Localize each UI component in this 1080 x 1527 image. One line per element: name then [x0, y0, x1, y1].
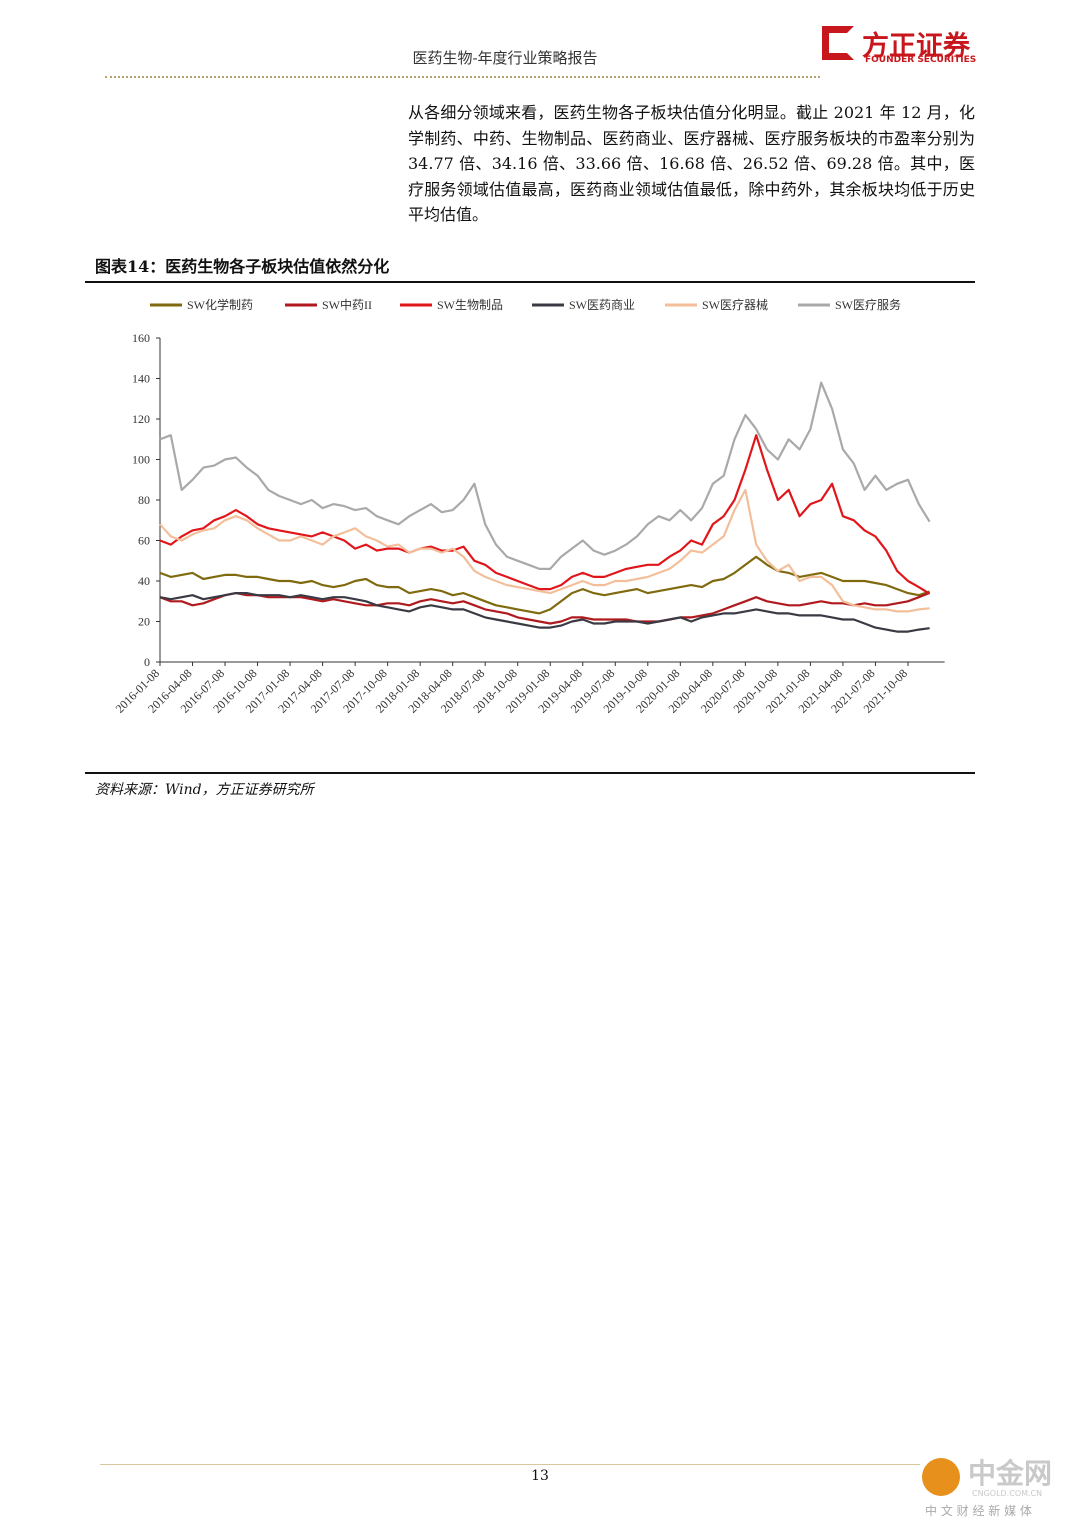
y-tick-label: 20 [138, 615, 150, 629]
legend-label: SW医疗服务 [835, 297, 901, 312]
legend-label: SW化学制药 [187, 297, 253, 312]
legend-label: SW医药商业 [569, 297, 635, 312]
series-line [159, 488, 930, 613]
y-tick-label: 160 [132, 331, 150, 345]
y-tick-label: 140 [132, 372, 150, 386]
y-tick-label: 100 [132, 453, 150, 467]
footer-rule [100, 1464, 920, 1465]
series-line [159, 555, 930, 615]
source: 资料来源：Wind，方正证券研究所 [95, 782, 314, 798]
figure-caption: 图表14：医药生物各子板块估值依然分化 [95, 257, 390, 276]
logo-icon [822, 26, 854, 60]
series-line [159, 591, 931, 625]
paragraph: 从各细分领域来看，医药生物各子板块估值分化明显。截止 2021 年 12 月，化… [408, 103, 975, 224]
y-tick-label: 0 [144, 655, 150, 669]
chart: 0204060801001201401602016-01-082016-04-0… [113, 297, 945, 716]
watermark-slogan: 中 文 财 经 新 媒 体 [925, 1504, 1032, 1518]
y-tick-label: 60 [138, 534, 150, 548]
watermark-name: 中金网 [968, 1457, 1053, 1490]
y-tick-label: 80 [138, 493, 150, 507]
page-number: 13 [531, 1468, 549, 1484]
header-title: 医药生物-年度行业策略报告 [412, 49, 598, 67]
logo-name: 方正证券 [862, 31, 970, 62]
header-rule [105, 76, 820, 78]
series-line [159, 381, 931, 570]
series-line [159, 592, 930, 633]
legend-label: SW生物制品 [437, 298, 503, 312]
source-rule [85, 772, 975, 774]
legend-label: SW中药II [322, 297, 372, 312]
logo-en: FOUNDER SECURITIES [865, 55, 977, 65]
series-line [159, 434, 931, 595]
watermark-icon [922, 1458, 960, 1496]
legend-label: SW医疗器械 [702, 297, 768, 312]
y-tick-label: 120 [132, 412, 150, 426]
y-tick-label: 40 [138, 574, 150, 588]
caption-rule [85, 281, 975, 283]
watermark-url: CNGOLD.COM.CN [972, 1489, 1043, 1498]
